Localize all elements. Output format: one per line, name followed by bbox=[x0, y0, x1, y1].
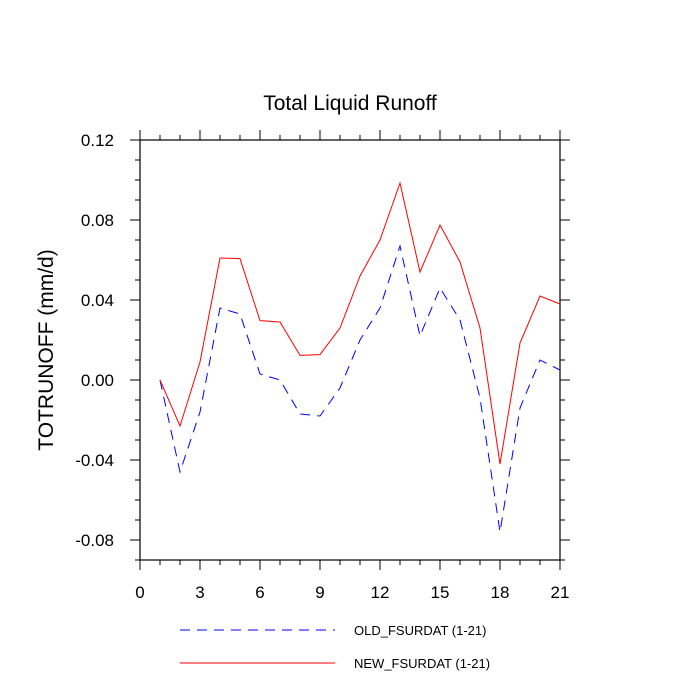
y-axis-label: TOTRUNOFF (mm/d) bbox=[35, 249, 58, 450]
y-tick-label: 0.04 bbox=[81, 291, 114, 310]
x-tick-labels: 0 3 6 9 12 15 18 21 bbox=[135, 583, 569, 602]
legend: OLD_FSURDAT (1-21) NEW_FSURDAT (1-21) bbox=[180, 623, 490, 671]
plot-frame bbox=[139, 139, 561, 561]
chart-title: Total Liquid Runoff bbox=[263, 92, 437, 115]
y-tick-label: 0.08 bbox=[81, 211, 114, 230]
series-line-new-fsurdat bbox=[159, 181, 561, 465]
series-line-old-fsurdat bbox=[159, 244, 561, 533]
x-tick-label: 15 bbox=[431, 583, 450, 602]
series-lines bbox=[159, 181, 561, 533]
y-tick-labels: -0.08 -0.04 0.00 0.04 0.08 0.12 bbox=[75, 131, 114, 550]
y-tick-label: -0.08 bbox=[75, 531, 114, 550]
x-tick-label: 0 bbox=[135, 583, 144, 602]
legend-label-old: OLD_FSURDAT (1-21) bbox=[354, 623, 486, 638]
axis-ticks bbox=[130, 130, 570, 570]
x-tick-label: 21 bbox=[551, 583, 570, 602]
x-tick-label: 6 bbox=[255, 583, 264, 602]
y-tick-label: -0.04 bbox=[75, 451, 114, 470]
y-tick-label: 0.12 bbox=[81, 131, 114, 150]
x-tick-label: 3 bbox=[195, 583, 204, 602]
x-tick-label: 12 bbox=[371, 583, 390, 602]
legend-label-new: NEW_FSURDAT (1-21) bbox=[354, 656, 490, 671]
x-tick-label: 18 bbox=[491, 583, 510, 602]
y-tick-label: 0.00 bbox=[81, 371, 114, 390]
x-tick-label: 9 bbox=[315, 583, 324, 602]
